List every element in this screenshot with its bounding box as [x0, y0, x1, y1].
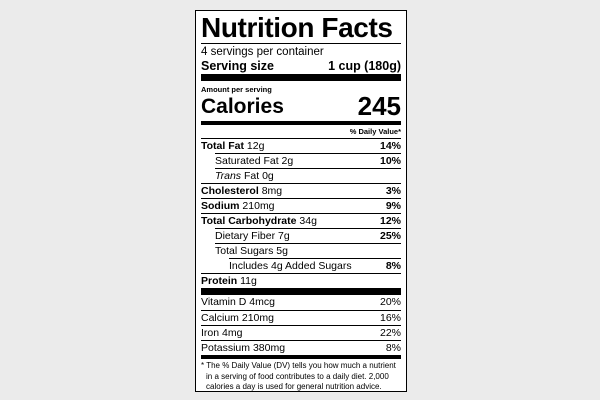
- nutrient-name: Potassium: [201, 342, 251, 354]
- nutrient-name-cell: Calcium 210mg: [201, 311, 274, 325]
- nutrient-name-cell: Potassium 380mg: [201, 341, 285, 355]
- nutrient-row: Dietary Fiber 7g 25%: [215, 228, 401, 243]
- nutrient-name-cell: Iron 4mg: [201, 326, 242, 340]
- nutrient-name: Dietary Fiber: [215, 230, 276, 242]
- rule: [201, 43, 401, 44]
- nutrient-name: Vitamin D: [201, 296, 247, 308]
- daily-value: 3%: [385, 185, 401, 197]
- daily-value: 8%: [385, 260, 401, 272]
- serving-size-label: Serving size: [201, 59, 274, 73]
- footnote-line: in a serving of food contributes to a da…: [206, 371, 389, 381]
- serving-size-value: 1 cup (180g): [328, 59, 401, 73]
- calories-label: Calories: [201, 95, 284, 118]
- nutrient-name: Total Sugars: [215, 245, 274, 257]
- nutrient-amount: 0g: [262, 170, 274, 182]
- nutrient-row: Sodium 210mg 9%: [201, 198, 401, 213]
- nutrient-row: Trans Fat 0g: [215, 168, 401, 183]
- nutrient-name-italic: Trans: [215, 170, 242, 182]
- title: Nutrition Facts: [201, 12, 393, 43]
- nutrient-row: Vitamin D 4mcg 20%: [201, 295, 401, 309]
- medium-bar: [201, 121, 401, 125]
- daily-value: 9%: [385, 200, 401, 212]
- nutrient-row: Includes 4g Added Sugars 8%: [229, 258, 401, 273]
- nutrient-name: Fat: [243, 170, 260, 182]
- nutrient-name: Saturated Fat: [215, 155, 279, 167]
- nutrient-amount: 4mg: [222, 327, 243, 339]
- nutrition-label: Nutrition Facts 4 servings per container…: [195, 10, 407, 392]
- nutrient-amount: 11g: [240, 275, 257, 287]
- nutrient-amount: 12g: [246, 140, 265, 152]
- nutrient-name: Total Carbohydrate: [201, 215, 297, 227]
- medium-bar: [201, 355, 401, 359]
- daily-value-header: % Daily Value*: [349, 127, 401, 136]
- nutrient-row: Total Sugars 5g: [215, 243, 401, 258]
- nutrient-name-cell: Total Fat 12g: [201, 139, 264, 153]
- nutrient-amount: 34g: [299, 215, 317, 227]
- calories-value: 245: [357, 91, 401, 121]
- nutrient-amount: 7g: [278, 230, 290, 242]
- nutrient-name: Cholesterol: [201, 185, 259, 197]
- thick-bar: [201, 74, 401, 81]
- amount-per-serving: Amount per serving: [201, 85, 272, 94]
- nutrient-name-cell: Cholesterol 8mg: [201, 184, 282, 198]
- daily-value: 8%: [385, 342, 401, 354]
- nutrient-amount: 8mg: [261, 185, 283, 197]
- nutrient-name-cell: Includes 4g Added Sugars: [229, 259, 352, 273]
- daily-value: 20%: [379, 296, 401, 308]
- nutrient-row: Saturated Fat 2g 10%: [215, 153, 401, 168]
- nutrient-name-cell: Protein 11g: [201, 274, 257, 288]
- nutrient-name-cell: Vitamin D 4mcg: [201, 295, 275, 309]
- nutrient-name: Calcium: [201, 312, 239, 324]
- daily-value: 25%: [379, 230, 401, 242]
- nutrient-row: Total Carbohydrate 34g 12%: [201, 213, 401, 228]
- nutrient-name: Protein: [201, 275, 238, 287]
- nutrient-row: Calcium 210mg 16%: [201, 310, 401, 325]
- nutrient-name: Sodium: [201, 200, 240, 212]
- nutrient-row: Protein 11g: [201, 273, 401, 288]
- nutrient-amount: 5g: [276, 245, 288, 257]
- nutrient-name: Iron: [201, 327, 220, 339]
- daily-value: 12%: [379, 215, 401, 227]
- daily-value: 16%: [379, 312, 401, 324]
- nutrient-amount: 210mg: [242, 200, 275, 212]
- nutrient-name: Total Fat: [201, 140, 244, 152]
- nutrient-name-cell: Sodium 210mg: [201, 199, 275, 213]
- footnote-line: calories a day is used for general nutri…: [206, 382, 382, 391]
- nutrient-amount: 2g: [281, 155, 294, 167]
- daily-value: 10%: [379, 155, 401, 167]
- nutrient-row: Cholesterol 8mg 3%: [201, 183, 401, 198]
- nutrient-amount: 380mg: [252, 342, 286, 354]
- nutrient-name-cell: Trans Fat 0g: [215, 169, 274, 183]
- nutrient-name: Includes 4g Added Sugars: [229, 260, 352, 272]
- footnote-line: * The % Daily Value (DV) tells you how m…: [201, 361, 396, 370]
- daily-value: 14%: [379, 140, 401, 152]
- nutrient-name-cell: Total Sugars 5g: [215, 244, 288, 258]
- nutrient-row: Iron 4mg 22%: [201, 325, 401, 340]
- nutrient-row: Total Fat 12g 14%: [201, 138, 401, 153]
- nutrient-amount: 4mcg: [249, 296, 275, 308]
- nutrient-row: Potassium 380mg 8%: [201, 340, 401, 355]
- nutrient-amount: 210mg: [241, 312, 274, 324]
- servings: 4 servings per container: [201, 46, 324, 58]
- nutrient-name-cell: Total Carbohydrate 34g: [201, 214, 317, 228]
- daily-value: 22%: [379, 327, 401, 339]
- nutrient-name-cell: Saturated Fat 2g: [215, 154, 293, 168]
- nutrient-name-cell: Dietary Fiber 7g: [215, 229, 290, 243]
- thick-bar: [201, 288, 401, 295]
